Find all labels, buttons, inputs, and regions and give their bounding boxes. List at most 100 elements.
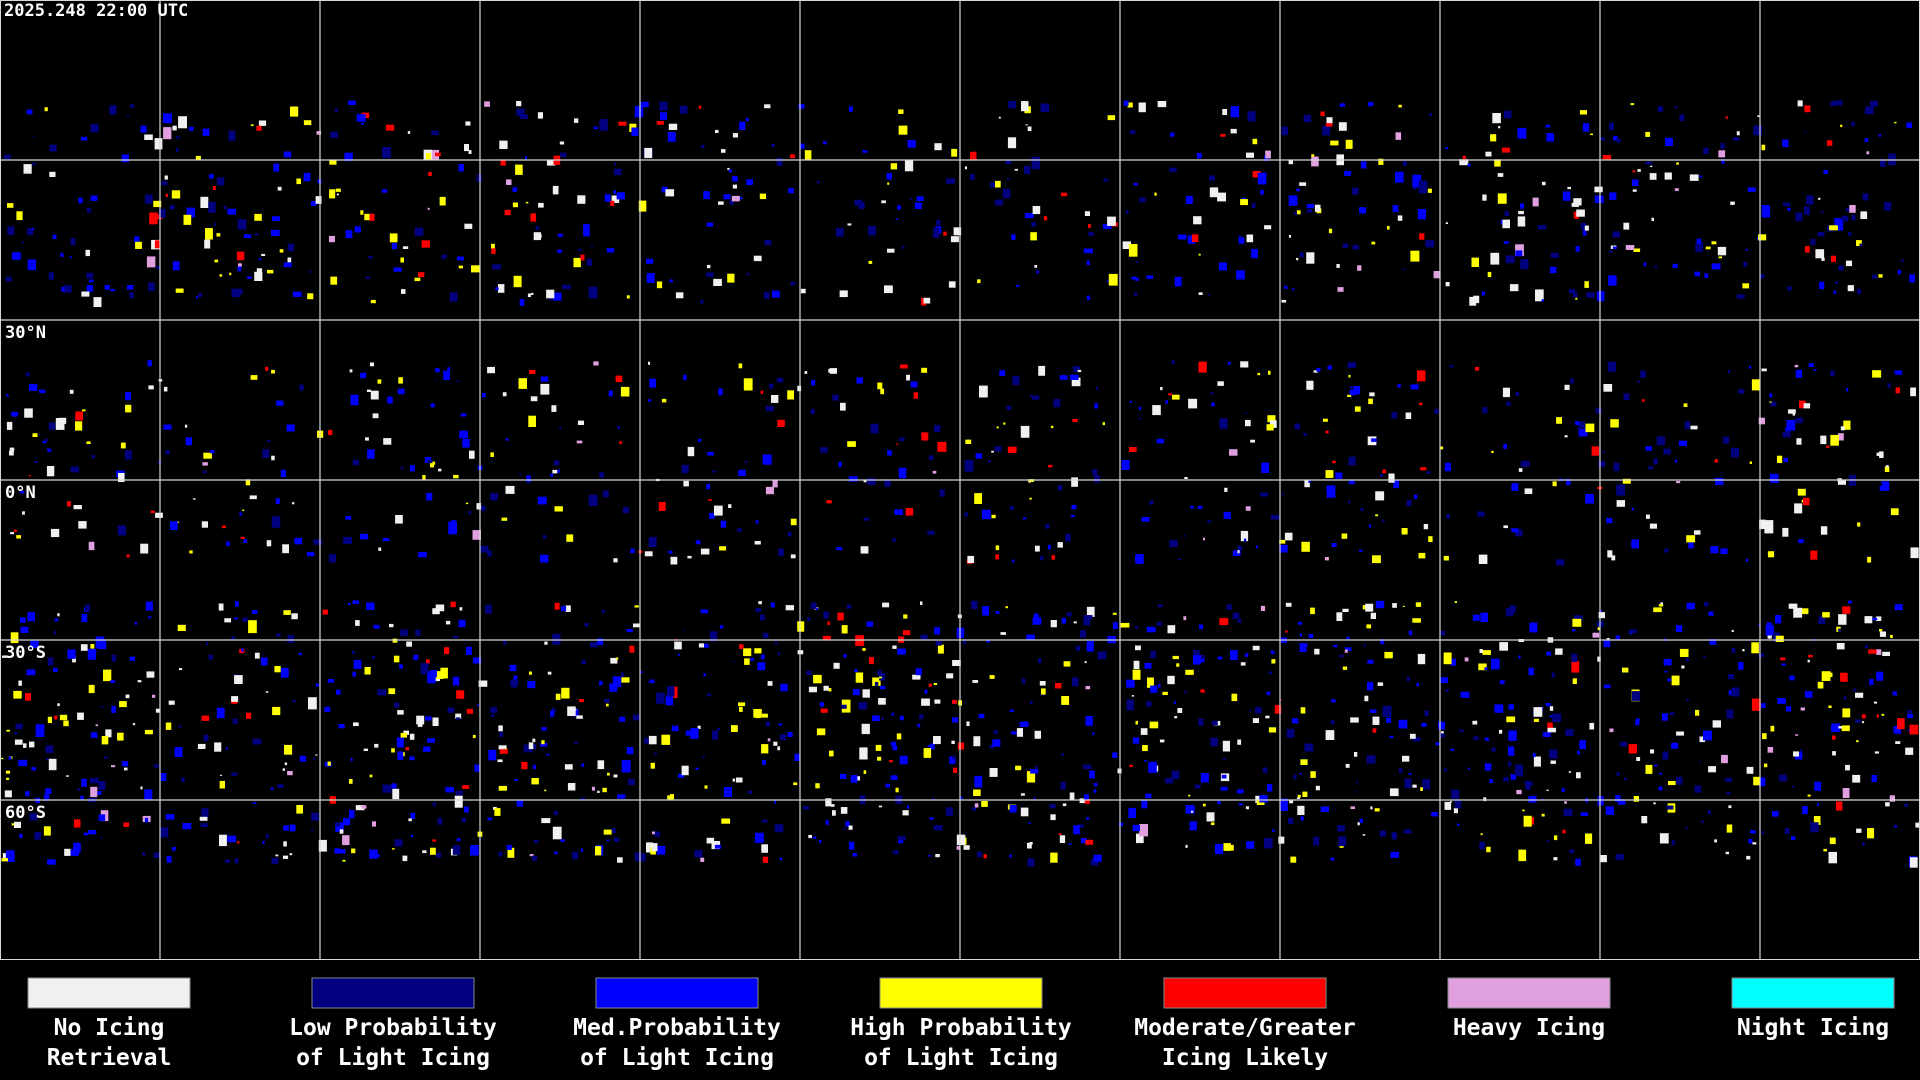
icing-speckle	[1227, 362, 1231, 365]
icing-speckle	[989, 744, 994, 749]
icing-speckle	[1403, 161, 1407, 166]
icing-speckle	[895, 218, 899, 220]
icing-speckle	[1389, 788, 1399, 797]
icing-speckle	[440, 667, 448, 679]
icing-speckle	[1069, 792, 1075, 800]
icing-speckle	[47, 657, 54, 666]
icing-speckle	[283, 610, 291, 615]
icing-speckle	[616, 192, 625, 200]
legend-label: Night Icing	[1737, 1015, 1889, 1041]
icing-speckle	[292, 699, 296, 703]
icing-speckle	[1511, 528, 1519, 533]
icing-speckle	[1822, 612, 1830, 618]
icing-speckle	[555, 693, 561, 700]
icing-speckle	[1450, 748, 1455, 751]
icing-speckle	[804, 150, 812, 160]
icing-speckle	[53, 667, 58, 672]
icing-speckle	[1585, 493, 1594, 504]
icing-speckle	[1365, 603, 1374, 612]
icing-speckle	[1050, 814, 1056, 821]
icing-speckle	[515, 164, 523, 175]
icing-speckle	[1444, 801, 1452, 810]
icing-speckle	[1749, 461, 1752, 464]
icing-speckle	[1316, 367, 1321, 372]
legend-label: of Light Icing	[296, 1045, 490, 1071]
icing-speckle	[762, 819, 768, 823]
icing-speckle	[1299, 182, 1307, 186]
icing-speckle	[197, 743, 206, 749]
icing-speckle	[1344, 170, 1352, 176]
icing-speckle	[381, 189, 388, 193]
icing-speckle	[669, 279, 673, 283]
icing-speckle	[1671, 675, 1680, 686]
icing-speckle	[581, 660, 586, 665]
icing-speckle	[1787, 286, 1792, 291]
icing-speckle	[1372, 728, 1377, 733]
icing-speckle	[421, 240, 430, 248]
icing-speckle	[1791, 836, 1796, 841]
icing-speckle	[1766, 622, 1772, 630]
icing-speckle	[353, 659, 362, 669]
icing-speckle	[1579, 110, 1587, 115]
icing-speckle	[42, 440, 47, 444]
icing-speckle	[499, 731, 504, 737]
icing-speckle	[1174, 716, 1178, 719]
icing-speckle	[1589, 722, 1595, 730]
icing-speckle	[1894, 604, 1903, 611]
icing-speckle	[896, 443, 899, 445]
legend-label: Moderate/Greater	[1134, 1015, 1356, 1041]
icing-speckle	[432, 608, 440, 615]
icing-speckle	[544, 789, 547, 792]
icing-speckle	[1645, 161, 1652, 165]
icing-speckle	[1244, 412, 1247, 415]
icing-speckle	[1615, 795, 1621, 802]
icing-speckle	[849, 841, 855, 850]
icing-speckle	[445, 787, 454, 793]
icing-speckle	[1443, 652, 1452, 665]
icing-speckle	[1006, 405, 1012, 410]
icing-speckle	[863, 479, 867, 483]
icing-speckle	[1326, 485, 1336, 498]
icing-speckle	[1829, 837, 1836, 845]
icing-speckle	[849, 106, 853, 112]
icing-speckle	[574, 708, 577, 711]
icing-speckle	[352, 600, 359, 604]
icing-speckle	[619, 716, 626, 722]
icing-speckle	[377, 689, 386, 696]
icing-speckle	[455, 717, 461, 720]
icing-speckle	[435, 368, 440, 373]
icing-speckle	[1864, 616, 1873, 624]
icing-speckle	[388, 688, 396, 695]
icing-speckle	[1025, 124, 1028, 126]
icing-speckle	[671, 725, 679, 732]
icing-speckle	[1019, 721, 1029, 727]
icing-speckle	[1357, 265, 1362, 271]
icing-speckle	[695, 540, 701, 545]
icing-speckle	[1199, 624, 1204, 630]
icing-speckle	[1230, 106, 1240, 118]
icing-speckle	[214, 742, 222, 752]
icing-speckle	[1386, 717, 1391, 723]
icing-speckle	[154, 138, 163, 150]
icing-speckle	[277, 784, 284, 788]
icing-speckle	[1554, 835, 1558, 841]
icing-speckle	[633, 623, 641, 628]
icing-speckle	[90, 195, 98, 201]
icing-speckle	[1615, 635, 1620, 641]
icing-speckle	[723, 787, 732, 797]
icing-speckle	[991, 514, 996, 519]
icing-speckle	[971, 807, 976, 811]
icing-speckle	[1730, 447, 1739, 458]
icing-speckle	[498, 785, 507, 791]
icing-speckle	[1510, 774, 1516, 780]
icing-speckle	[606, 703, 609, 707]
icing-speckle	[1785, 427, 1791, 432]
icing-speckle	[289, 824, 296, 832]
icing-speckle	[739, 121, 746, 130]
icing-speckle	[1486, 846, 1491, 853]
icing-speckle	[620, 386, 630, 397]
icing-speckle	[924, 689, 928, 694]
icing-speckle	[426, 492, 433, 501]
icing-speckle	[454, 795, 463, 808]
icing-speckle	[1301, 541, 1310, 552]
